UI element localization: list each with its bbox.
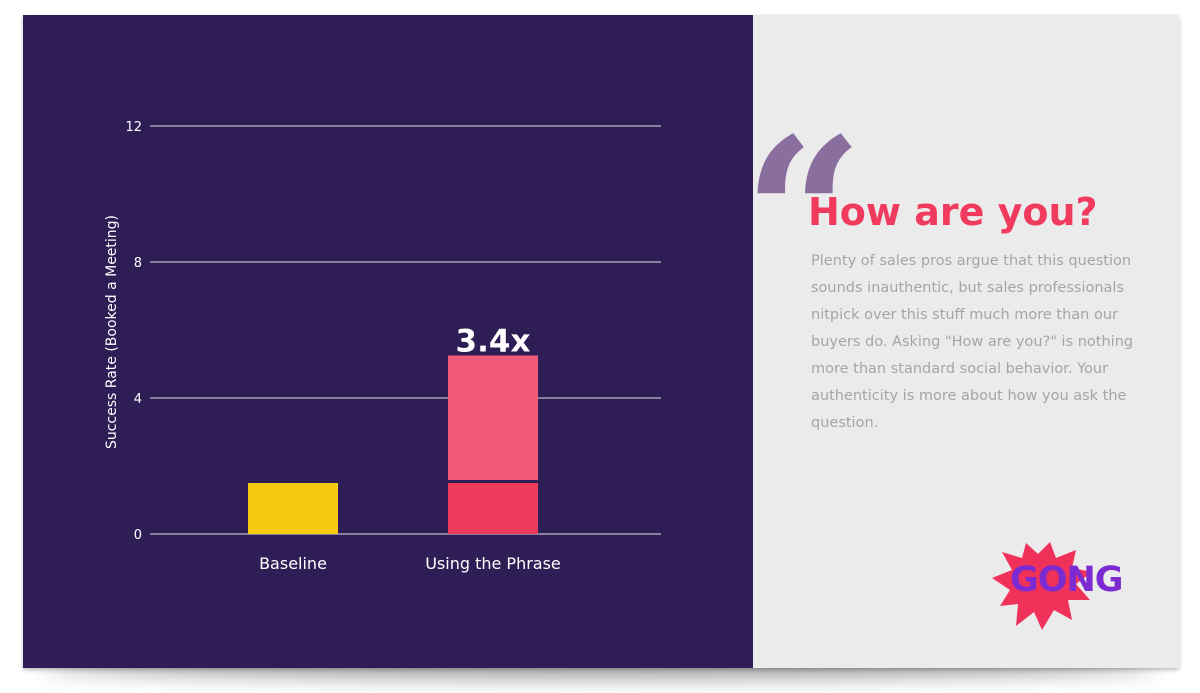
y-tick-label-12: 12 [125, 120, 142, 135]
logo-burst-shape [992, 542, 1092, 630]
quote-title: How are you? [808, 190, 1098, 234]
quote-panel: “ How are you? Plenty of sales pros argu… [743, 15, 1179, 668]
bar-chart: 0 4 8 12 Success Rate (Booked a Meeting) Base… [104, 120, 661, 573]
logo-text: GONG [1010, 560, 1124, 600]
y-tick-label-0: 0 [134, 528, 142, 543]
bar-using-the-phrase-segment-1 [448, 483, 538, 534]
quote-body: Plenty of sales pros argue that this que… [811, 253, 1134, 431]
slide-card: 0 4 8 12 Success Rate (Booked a Meeting) Base… [23, 15, 1179, 668]
open-quote-icon: “ [743, 92, 864, 339]
y-tick-label-4: 4 [134, 392, 142, 407]
gong-logo: GONG [988, 538, 1148, 633]
bar-annotation-label: 3.4x [456, 324, 531, 360]
x-category-label-using-the-phrase: Using the Phrase [425, 554, 561, 573]
y-axis-label: Success Rate (Booked a Meeting) [104, 215, 120, 449]
chart-panel: 0 4 8 12 Success Rate (Booked a Meeting) Base… [23, 15, 753, 668]
bar-using-the-phrase-segment-2 [448, 355, 538, 480]
y-tick-label-8: 8 [134, 256, 142, 271]
x-category-label-baseline: Baseline [259, 554, 327, 573]
bar-baseline-segment-1 [248, 483, 338, 534]
